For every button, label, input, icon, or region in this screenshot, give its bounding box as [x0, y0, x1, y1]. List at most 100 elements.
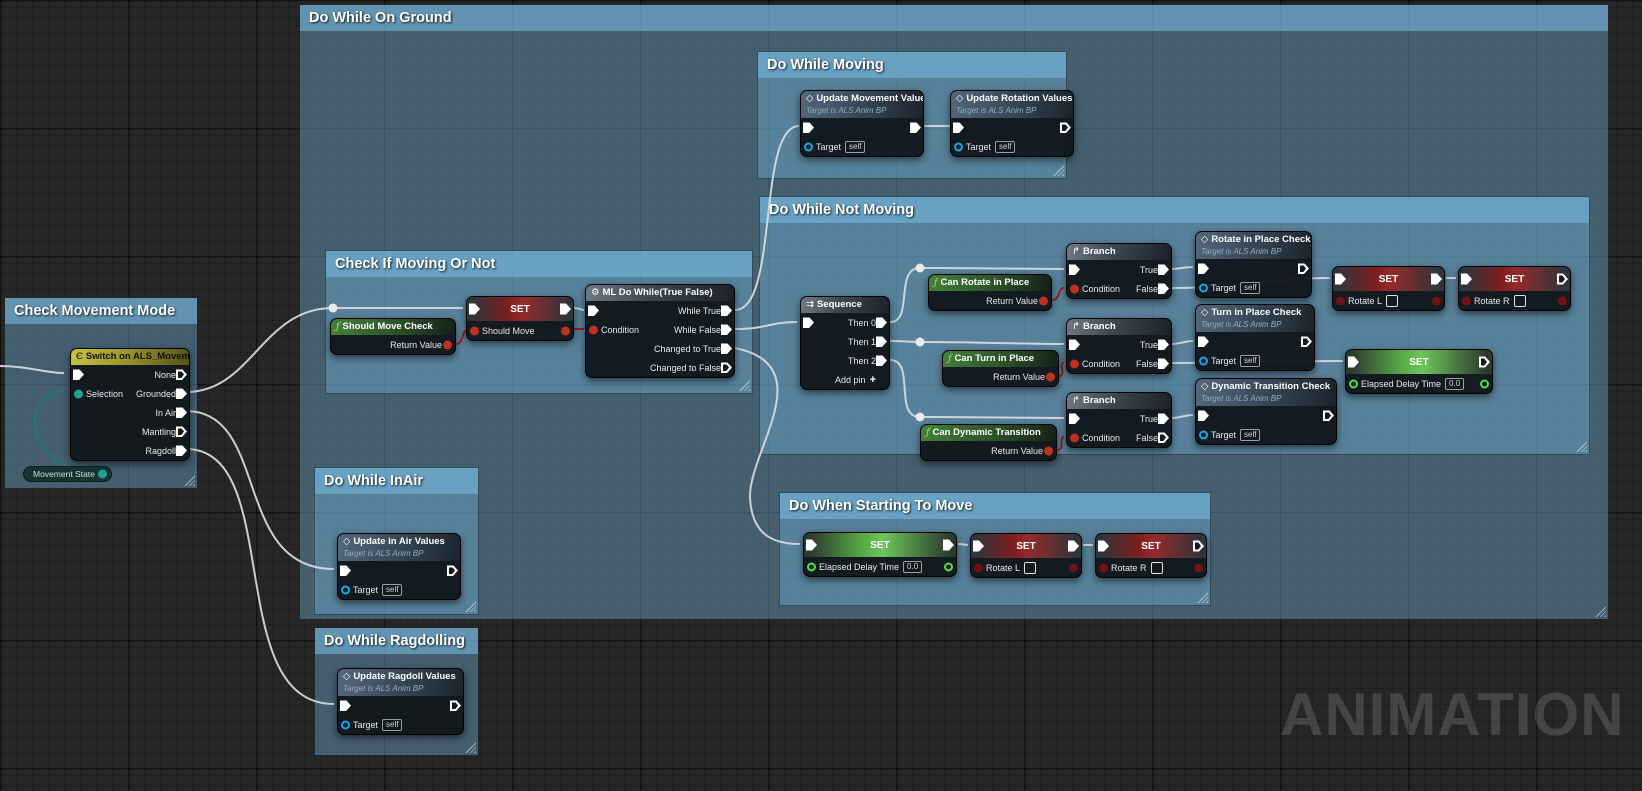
wire-grounded-to-set[interactable]: [185, 306, 463, 393]
while-false-pin[interactable]: [721, 324, 732, 335]
node-update-in-air-values[interactable]: ◇ Update in Air Values Target is ALS Anim …: [337, 533, 461, 600]
rotate-r-checkbox[interactable]: [1150, 561, 1163, 574]
elapsed-in-pin[interactable]: [807, 562, 816, 571]
exec-out-pin[interactable]: [1060, 122, 1071, 133]
should-move-out-pin[interactable]: [561, 326, 570, 335]
exec-out-pin[interactable]: [1323, 410, 1334, 421]
exec-out-pin[interactable]: [1431, 273, 1442, 285]
comment-title[interactable]: Do When Starting To Move: [780, 493, 1210, 519]
comment-title[interactable]: Do While On Ground: [300, 5, 1608, 31]
variable-out-pin[interactable]: [97, 469, 107, 479]
wire-setelapsed-to-setrotatel-bottom[interactable]: [957, 543, 969, 546]
exec-in-pin[interactable]: [1348, 356, 1359, 368]
true-pin[interactable]: [1158, 413, 1169, 424]
elapsed-out-pin[interactable]: [1480, 379, 1489, 388]
exec-out-pin[interactable]: [1298, 263, 1309, 274]
condition-pin[interactable]: [1070, 433, 1079, 442]
condition-pin[interactable]: [1070, 284, 1079, 293]
true-pin[interactable]: [1158, 339, 1169, 350]
rotate-r-out-pin[interactable]: [1194, 563, 1203, 572]
node-update-rotation-values[interactable]: ◇ Update Rotation Values Target is ALS Ani…: [950, 90, 1074, 157]
comment-do-while-not-moving[interactable]: Do While Not Moving: [760, 197, 1589, 454]
should-move-in-pin[interactable]: [470, 326, 479, 335]
then2-pin[interactable]: [876, 355, 887, 366]
wire-canrotate-to-branch1[interactable]: [1051, 287, 1065, 301]
false-pin[interactable]: [1158, 358, 1169, 369]
elapsed-value[interactable]: 0.0: [903, 560, 923, 573]
exec-in-pin[interactable]: [469, 303, 480, 315]
exec-in-pin[interactable]: [803, 122, 814, 133]
exec-out-pin[interactable]: [943, 539, 954, 551]
rotate-r-out-pin[interactable]: [1558, 296, 1567, 305]
node-set-should-move[interactable]: SET Should Move: [466, 296, 574, 341]
wire-ragdoll-to-update[interactable]: [185, 448, 335, 705]
wire-set-to-mldowhile[interactable]: [573, 307, 585, 311]
exec-out-pin-grounded[interactable]: [176, 388, 187, 399]
target-value[interactable]: self: [382, 583, 403, 596]
then1-pin[interactable]: [876, 336, 887, 347]
elapsed-out-pin[interactable]: [944, 562, 953, 571]
exec-in-pin[interactable]: [1069, 339, 1080, 350]
comment-title[interactable]: Do While InAir: [315, 468, 478, 494]
exec-out-pin[interactable]: [910, 122, 921, 133]
target-value[interactable]: self: [1240, 428, 1261, 441]
node-branch-turn[interactable]: ↱ Branch True Condition False: [1066, 318, 1172, 374]
target-value[interactable]: self: [382, 718, 403, 731]
wire-whiletrue-to-updatemovement[interactable]: [734, 125, 800, 311]
node-set-rotate-l-bottom[interactable]: SET Rotate L: [970, 533, 1082, 578]
variable-movement-state[interactable]: Movement State: [23, 466, 112, 482]
wire-branch3-true-to-dynamiccheck[interactable]: [1171, 414, 1194, 419]
exec-in-pin[interactable]: [1198, 336, 1209, 347]
wire-then1-to-branch2[interactable]: [889, 340, 1065, 345]
exec-out-pin-inair[interactable]: [176, 407, 187, 418]
reroute-node[interactable]: [915, 337, 925, 347]
node-update-movement-values[interactable]: ◇ Update Movement Values Target is ALS Ani…: [800, 90, 924, 157]
node-update-ragdoll-values[interactable]: ◇ Update Ragdoll Values Target is ALS Anim…: [337, 668, 464, 735]
exec-out-pin[interactable]: [450, 700, 461, 711]
exec-in-pin[interactable]: [340, 700, 351, 711]
then0-pin[interactable]: [876, 317, 887, 328]
exec-out-pin[interactable]: [1068, 540, 1079, 552]
node-ml-do-while[interactable]: ⚙ ML Do While(True False) While True Cond…: [585, 284, 735, 378]
node-can-turn-in-place[interactable]: ƒ Can Turn in Place Return Value: [942, 350, 1059, 387]
changed-to-false-pin[interactable]: [721, 362, 732, 373]
wire-canturn-to-branch2[interactable]: [1058, 362, 1065, 377]
comment-title[interactable]: Check If Moving Or Not: [326, 251, 752, 277]
exec-in-pin[interactable]: [1198, 263, 1209, 274]
rotate-l-in-pin[interactable]: [974, 563, 983, 572]
target-pin[interactable]: [1199, 283, 1208, 292]
target-pin[interactable]: [341, 585, 350, 594]
exec-in-pin[interactable]: [340, 565, 351, 576]
false-pin[interactable]: [1158, 283, 1169, 294]
node-can-dynamic-transition[interactable]: ƒ Can Dynamic Transition Return Value: [920, 424, 1057, 461]
true-pin[interactable]: [1158, 264, 1169, 275]
target-pin[interactable]: [341, 720, 350, 729]
node-dynamic-transition-check[interactable]: ◇ Dynamic Transition Check Target is ALS A…: [1195, 378, 1337, 445]
wire-branch2-true-to-turncheck[interactable]: [1171, 340, 1194, 345]
exec-out-pin-none[interactable]: [176, 369, 187, 380]
target-pin[interactable]: [1199, 430, 1208, 439]
target-value[interactable]: self: [845, 140, 866, 153]
rotate-r-checkbox[interactable]: [1513, 294, 1526, 307]
return-value-pin[interactable]: [1039, 296, 1048, 305]
exec-out-pin[interactable]: [560, 303, 571, 315]
wire-candynamic-to-branch3[interactable]: [1056, 436, 1065, 451]
node-set-rotate-r-top[interactable]: SET Rotate R: [1458, 266, 1571, 311]
while-true-pin[interactable]: [721, 305, 732, 316]
reroute-node[interactable]: [915, 412, 925, 422]
reroute-node[interactable]: [915, 263, 925, 273]
node-set-rotate-r-bottom[interactable]: SET Rotate R: [1095, 533, 1207, 578]
node-branch-dynamic[interactable]: ↱ Branch True Condition False: [1066, 392, 1172, 448]
exec-in-pin[interactable]: [973, 540, 984, 552]
comment-title[interactable]: Do While Moving: [758, 52, 1066, 78]
node-set-elapsed-bottom[interactable]: SET Elapsed Delay Time 0.0: [803, 532, 957, 577]
exec-in-pin[interactable]: [1069, 264, 1080, 275]
return-value-pin[interactable]: [443, 340, 452, 349]
node-set-elapsed-top[interactable]: SET Elapsed Delay Time 0.0: [1345, 349, 1493, 394]
exec-out-pin-mantling[interactable]: [176, 426, 187, 437]
elapsed-value[interactable]: 0.0: [1445, 377, 1465, 390]
target-pin[interactable]: [804, 142, 813, 151]
rotate-l-checkbox[interactable]: [1386, 294, 1399, 307]
